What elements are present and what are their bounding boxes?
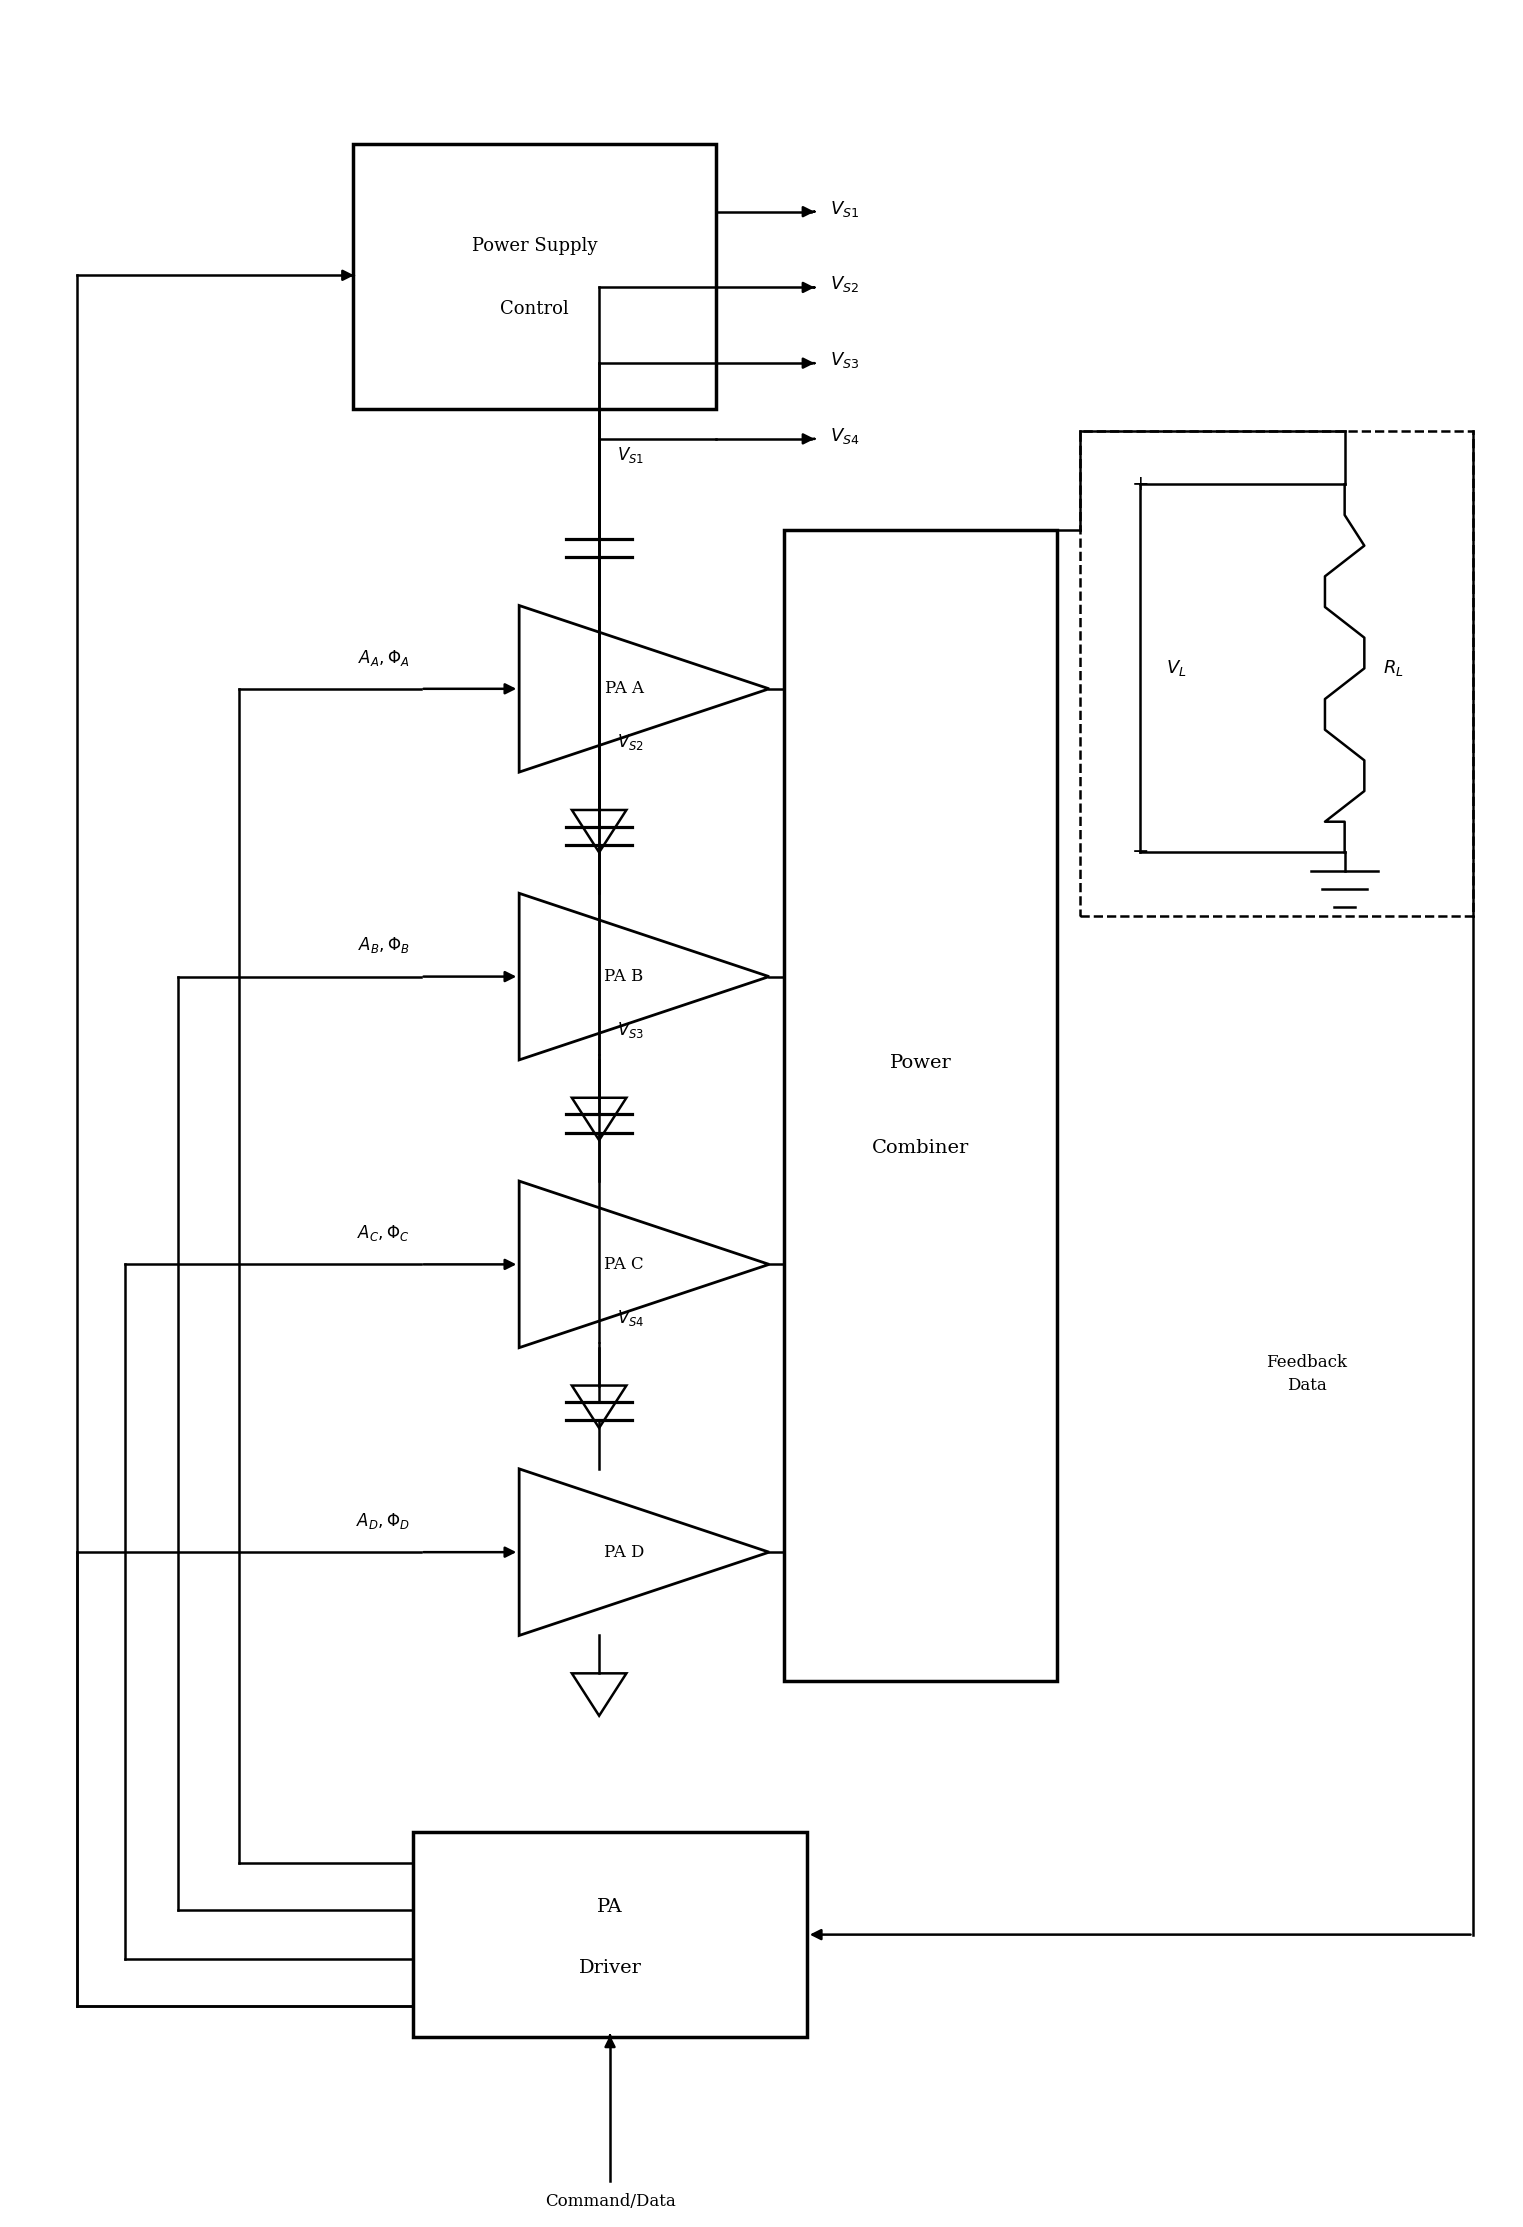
Text: $A_A,\Phi_A$: $A_A,\Phi_A$	[358, 648, 410, 668]
Bar	[784, 530, 1057, 1681]
Bar	[413, 1833, 807, 2038]
Text: Driver: Driver	[579, 1960, 641, 1978]
Text: $V_{S3}$: $V_{S3}$	[617, 1020, 644, 1040]
Text: −: −	[1132, 842, 1148, 862]
Text: $V_{S2}$: $V_{S2}$	[830, 274, 859, 294]
Text: PA A: PA A	[605, 679, 644, 697]
Text: Power Supply: Power Supply	[472, 236, 597, 254]
Text: $V_{S1}$: $V_{S1}$	[617, 445, 644, 465]
Text: Control: Control	[500, 301, 568, 318]
Text: $V_{S4}$: $V_{S4}$	[830, 425, 859, 445]
Text: $A_C,\Phi_C$: $A_C,\Phi_C$	[358, 1223, 410, 1243]
Text: +: +	[1132, 474, 1148, 494]
Text: $V_{S4}$: $V_{S4}$	[617, 1307, 644, 1327]
Text: $V_{S2}$: $V_{S2}$	[617, 733, 644, 753]
Text: $V_{S1}$: $V_{S1}$	[830, 198, 859, 218]
Bar	[1080, 432, 1473, 915]
Text: PA B: PA B	[605, 969, 644, 984]
Text: Command/Data: Command/Data	[545, 2194, 675, 2209]
Text: PA: PA	[597, 1897, 623, 1917]
Text: Feedback
Data: Feedback Data	[1266, 1354, 1348, 1394]
Text: $V_{S3}$: $V_{S3}$	[830, 350, 859, 370]
Text: Power: Power	[889, 1053, 952, 1071]
Text: Combiner: Combiner	[871, 1138, 969, 1156]
Text: $V_L$: $V_L$	[1167, 659, 1186, 679]
Text: $R_L$: $R_L$	[1383, 659, 1403, 679]
Text: PA D: PA D	[605, 1543, 644, 1561]
Text: PA C: PA C	[605, 1256, 644, 1274]
Text: $A_B,\Phi_B$: $A_B,\Phi_B$	[358, 935, 410, 955]
Bar	[352, 143, 716, 408]
Text: $A_D,\Phi_D$: $A_D,\Phi_D$	[356, 1510, 410, 1530]
